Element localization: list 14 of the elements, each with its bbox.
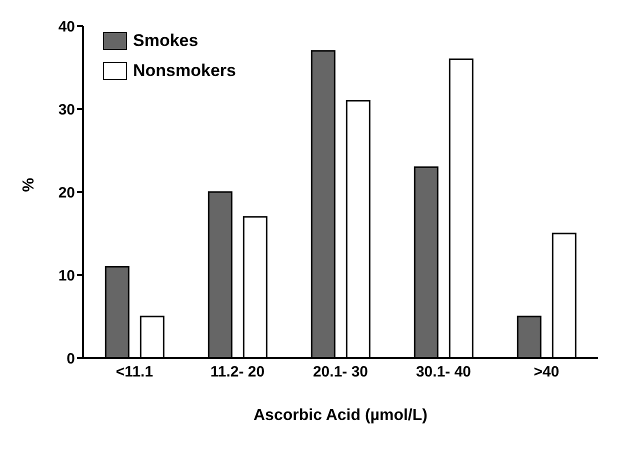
x-tick-label: 30.1- 40 (416, 364, 472, 381)
y-tick-label: 40 (58, 18, 75, 36)
legend-label: Nonsmokers (133, 61, 236, 81)
x-tick-label: 20.1- 30 (312, 364, 368, 381)
y-axis-title: % (20, 178, 38, 192)
y-tick-label: 30 (58, 101, 75, 118)
x-tick-label: 11.2- 20 (210, 364, 265, 381)
x-tick-label: >40 (534, 364, 560, 381)
y-tick-label: 20 (58, 184, 75, 202)
y-tick-label: 0 (66, 350, 75, 368)
y-tick-label: 10 (58, 267, 75, 284)
x-tick-label: <11.1 (116, 364, 154, 381)
legend-label: Smokes (133, 31, 198, 51)
x-axis-title: Ascorbic Acid (µmol/L) (254, 407, 428, 424)
